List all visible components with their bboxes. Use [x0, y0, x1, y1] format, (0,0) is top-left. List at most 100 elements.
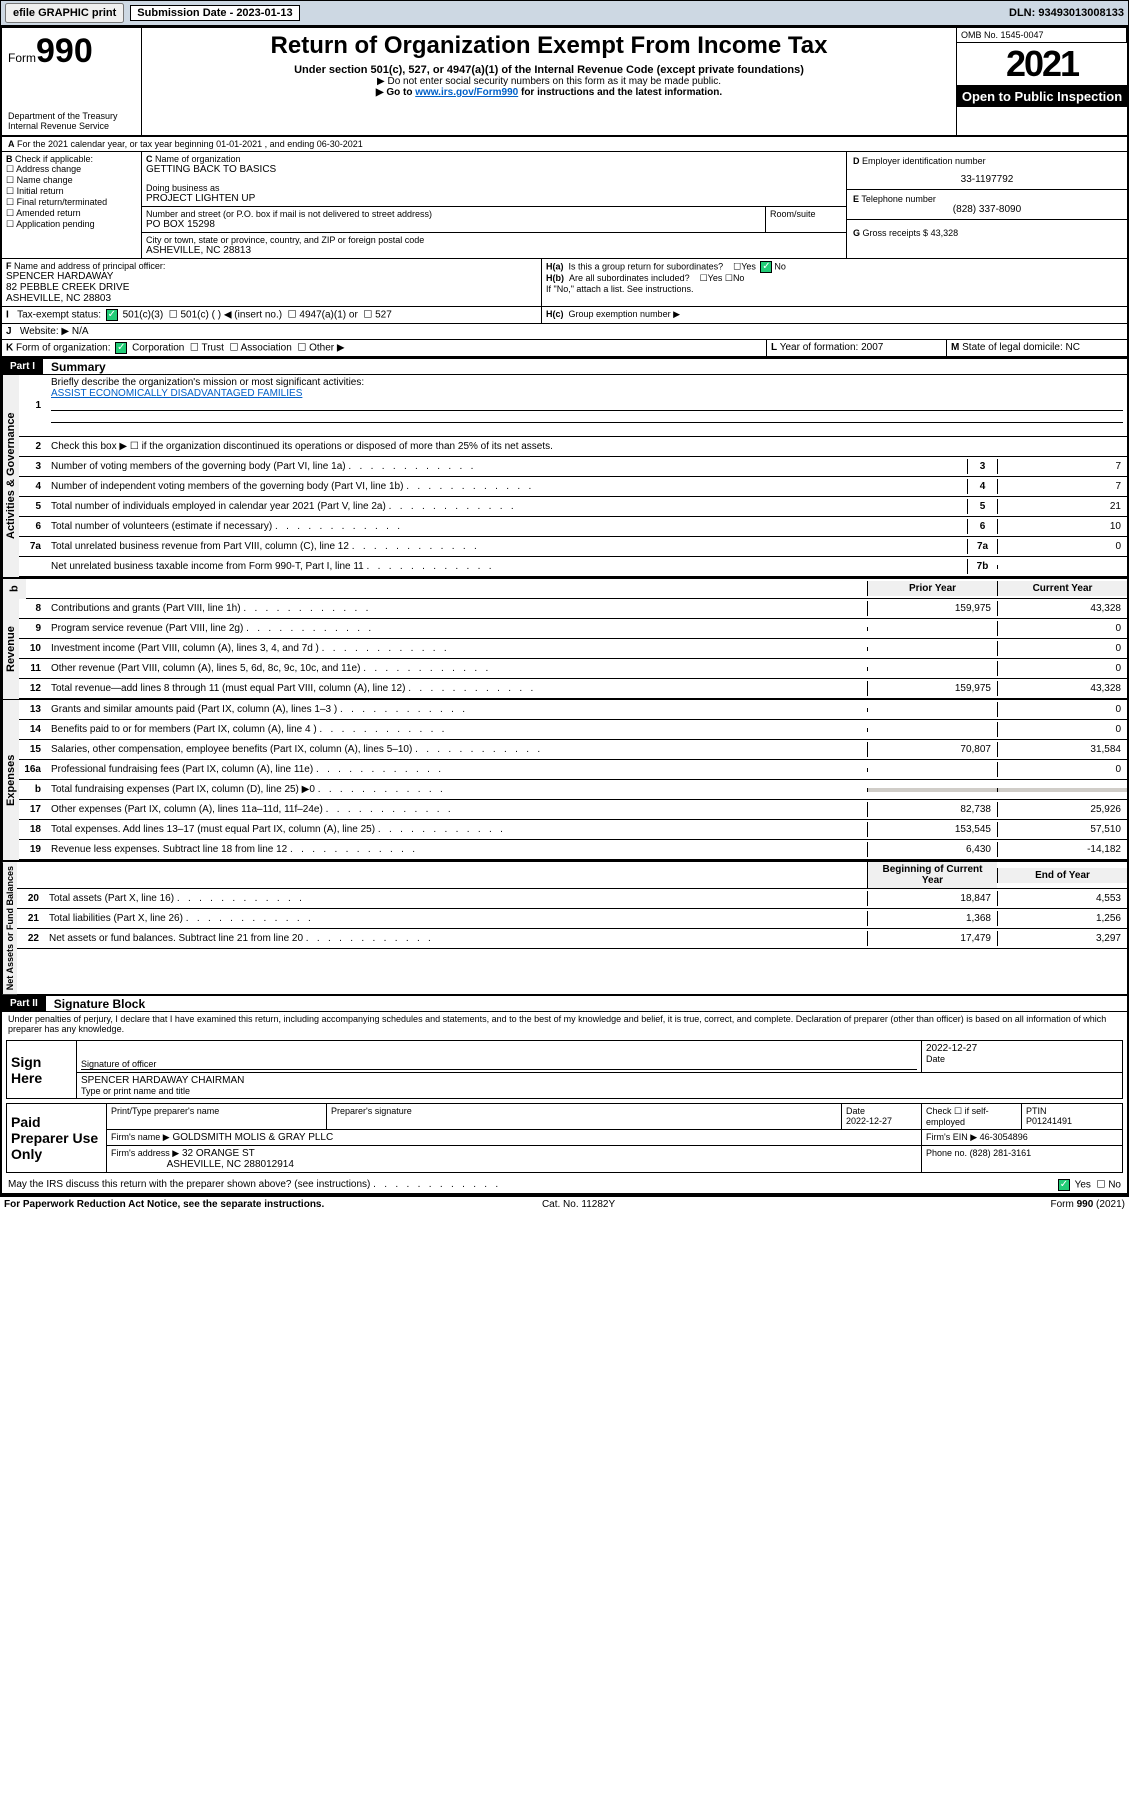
firm-phone: (828) 281-3161 — [970, 1148, 1032, 1158]
website: N/A — [72, 326, 89, 337]
part2-header: Part II Signature Block — [2, 994, 1127, 1012]
firm-addr2: ASHEVILLE, NC 288012914 — [167, 1159, 294, 1170]
prep-name-label: Print/Type preparer's name — [107, 1104, 327, 1129]
goto-note: ▶ Go to www.irs.gov/Form990 for instruct… — [150, 87, 948, 98]
firm-addr1: 32 ORANGE ST — [182, 1148, 255, 1159]
line-7b: Net unrelated business taxable income fr… — [47, 559, 967, 574]
line-20: Total assets (Part X, line 16) — [45, 891, 867, 906]
line-b: Total fundraising expenses (Part IX, col… — [47, 782, 867, 797]
c-name-label: Name of organization — [155, 154, 241, 164]
sig-date-label: Date — [926, 1054, 1118, 1064]
col-prior: Prior Year — [867, 581, 997, 596]
line-4: Number of independent voting members of … — [47, 479, 967, 494]
open-to-public: Open to Public Inspection — [957, 86, 1127, 107]
efile-btn[interactable]: efile GRAPHIC print — [5, 3, 124, 23]
ha-no-check[interactable] — [760, 261, 772, 273]
line-7a: Total unrelated business revenue from Pa… — [47, 539, 967, 554]
col-beg: Beginning of Current Year — [867, 862, 997, 888]
dln: DLN: 93493013008133 — [1009, 7, 1124, 19]
line-18: Total expenses. Add lines 13–17 (must eq… — [47, 822, 867, 837]
dba-label: Doing business as — [146, 183, 842, 193]
f-label: Name and address of principal officer: — [14, 261, 165, 271]
line-22: Net assets or fund balances. Subtract li… — [45, 931, 867, 946]
sig-date: 2022-12-27 — [926, 1043, 1118, 1054]
line-13: Grants and similar amounts paid (Part IX… — [47, 702, 867, 717]
hc-label: Group exemption number ▶ — [569, 309, 680, 319]
sig-name-label: Type or print name and title — [81, 1086, 1118, 1096]
line-10: Investment income (Part VIII, column (A)… — [47, 641, 867, 656]
col-end: End of Year — [997, 868, 1127, 883]
b-name-change[interactable]: Name change — [17, 175, 73, 185]
prep-date: 2022-12-27 — [846, 1116, 892, 1126]
b-label: Check if applicable: — [15, 154, 93, 164]
discuss-text: May the IRS discuss this return with the… — [8, 1179, 498, 1191]
org-name: GETTING BACK TO BASICS — [146, 164, 842, 175]
ssn-note: ▶ Do not enter social security numbers o… — [150, 76, 948, 87]
ein: 33-1197792 — [853, 174, 1121, 185]
line-12: Total revenue—add lines 8 through 11 (mu… — [47, 681, 867, 696]
form-body: Form990 Department of the Treasury Inter… — [0, 26, 1129, 1197]
entity-block: B Check if applicable: ☐ Address change … — [2, 152, 1127, 259]
form-title: Return of Organization Exempt From Incom… — [150, 32, 948, 60]
line-a: For the 2021 calendar year, or tax year … — [17, 139, 363, 149]
officer-addr1: 82 PEBBLE CREEK DRIVE — [6, 282, 537, 293]
ha-label: Is this a group return for subordinates? — [569, 261, 724, 271]
line-6: Total number of volunteers (estimate if … — [47, 519, 967, 534]
tax-year: 2021 — [957, 43, 1127, 85]
b-amended[interactable]: Amended return — [16, 208, 81, 218]
b-addr-change[interactable]: Address change — [16, 164, 81, 174]
room-label: Room/suite — [770, 209, 842, 219]
hb-label: Are all subordinates included? — [569, 273, 690, 283]
line-9: Program service revenue (Part VIII, line… — [47, 621, 867, 636]
side-revenue: Revenue — [2, 599, 19, 699]
paid-preparer: Paid Preparer Use Only — [7, 1104, 107, 1172]
side-b: b — [2, 579, 26, 599]
omb: OMB No. 1545-0047 — [957, 28, 1127, 43]
form-number: Form990 — [8, 32, 135, 71]
hb-note: If "No," attach a list. See instructions… — [546, 284, 1123, 294]
dept-label: Department of the Treasury — [8, 111, 135, 121]
col-curr: Current Year — [997, 581, 1127, 596]
line-14: Benefits paid to or for members (Part IX… — [47, 722, 867, 737]
sig-name: SPENCER HARDAWAY CHAIRMAN — [81, 1075, 1118, 1086]
sign-here: Sign Here — [7, 1041, 77, 1098]
self-emp[interactable]: Check ☐ if self-employed — [922, 1104, 1022, 1129]
firm-name: GOLDSMITH MOLIS & GRAY PLLC — [172, 1132, 333, 1143]
line-8: Contributions and grants (Part VIII, lin… — [47, 601, 867, 616]
line-21: Total liabilities (Part X, line 26) — [45, 911, 867, 926]
k-label: Form of organization: — [16, 343, 111, 354]
m-label: State of legal domicile: — [962, 342, 1063, 353]
gross-val: 43,328 — [931, 228, 959, 238]
discuss-yes[interactable] — [1058, 1179, 1070, 1191]
i-label: Tax-exempt status: — [17, 310, 101, 321]
l1-text: Briefly describe the organization's miss… — [51, 377, 364, 388]
b-initial[interactable]: Initial return — [17, 186, 64, 196]
addr: PO BOX 15298 — [146, 219, 761, 230]
b-pending[interactable]: Application pending — [16, 219, 95, 229]
line-3: Number of voting members of the governin… — [47, 459, 967, 474]
prep-sig-label: Preparer's signature — [327, 1104, 842, 1129]
501c3-check[interactable] — [106, 309, 118, 321]
side-net: Net Assets or Fund Balances — [2, 862, 17, 994]
phone-label: Telephone number — [861, 194, 936, 204]
line-19: Revenue less expenses. Subtract line 18 … — [47, 842, 867, 857]
b-final[interactable]: Final return/terminated — [17, 197, 108, 207]
l2-text: Check this box ▶ ☐ if the organization d… — [47, 439, 1127, 454]
irs-label: Internal Revenue Service — [8, 121, 135, 131]
officer-addr2: ASHEVILLE, NC 28803 — [6, 293, 537, 304]
submission-date: Submission Date - 2023-01-13 — [130, 5, 299, 21]
gross-label: Gross receipts $ — [863, 228, 929, 238]
k-corp-check[interactable] — [115, 342, 127, 354]
mission: ASSIST ECONOMICALLY DISADVANTAGED FAMILI… — [51, 388, 302, 399]
sig-declaration: Under penalties of perjury, I declare th… — [2, 1012, 1127, 1036]
form-header: Form990 Department of the Treasury Inter… — [2, 28, 1127, 137]
line-15: Salaries, other compensation, employee b… — [47, 742, 867, 757]
line-16a: Professional fundraising fees (Part IX, … — [47, 762, 867, 777]
j-label: Website: ▶ — [20, 326, 69, 337]
part1-header: Part I Summary — [2, 357, 1127, 375]
irs-link[interactable]: www.irs.gov/Form990 — [415, 87, 518, 98]
firm-ein: 46-3054896 — [980, 1132, 1028, 1142]
line-5: Total number of individuals employed in … — [47, 499, 967, 514]
city: ASHEVILLE, NC 28813 — [146, 245, 842, 256]
pra-notice: For Paperwork Reduction Act Notice, see … — [4, 1199, 324, 1210]
